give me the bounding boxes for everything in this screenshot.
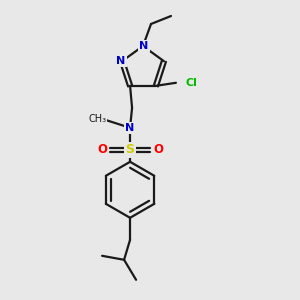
Text: S: S	[126, 143, 135, 156]
Text: N: N	[125, 123, 135, 133]
Text: N: N	[140, 41, 148, 51]
Text: O: O	[97, 143, 107, 156]
Text: N: N	[116, 56, 126, 66]
Text: Cl: Cl	[186, 78, 198, 88]
Text: O: O	[153, 143, 163, 156]
Text: CH₃: CH₃	[88, 114, 106, 124]
